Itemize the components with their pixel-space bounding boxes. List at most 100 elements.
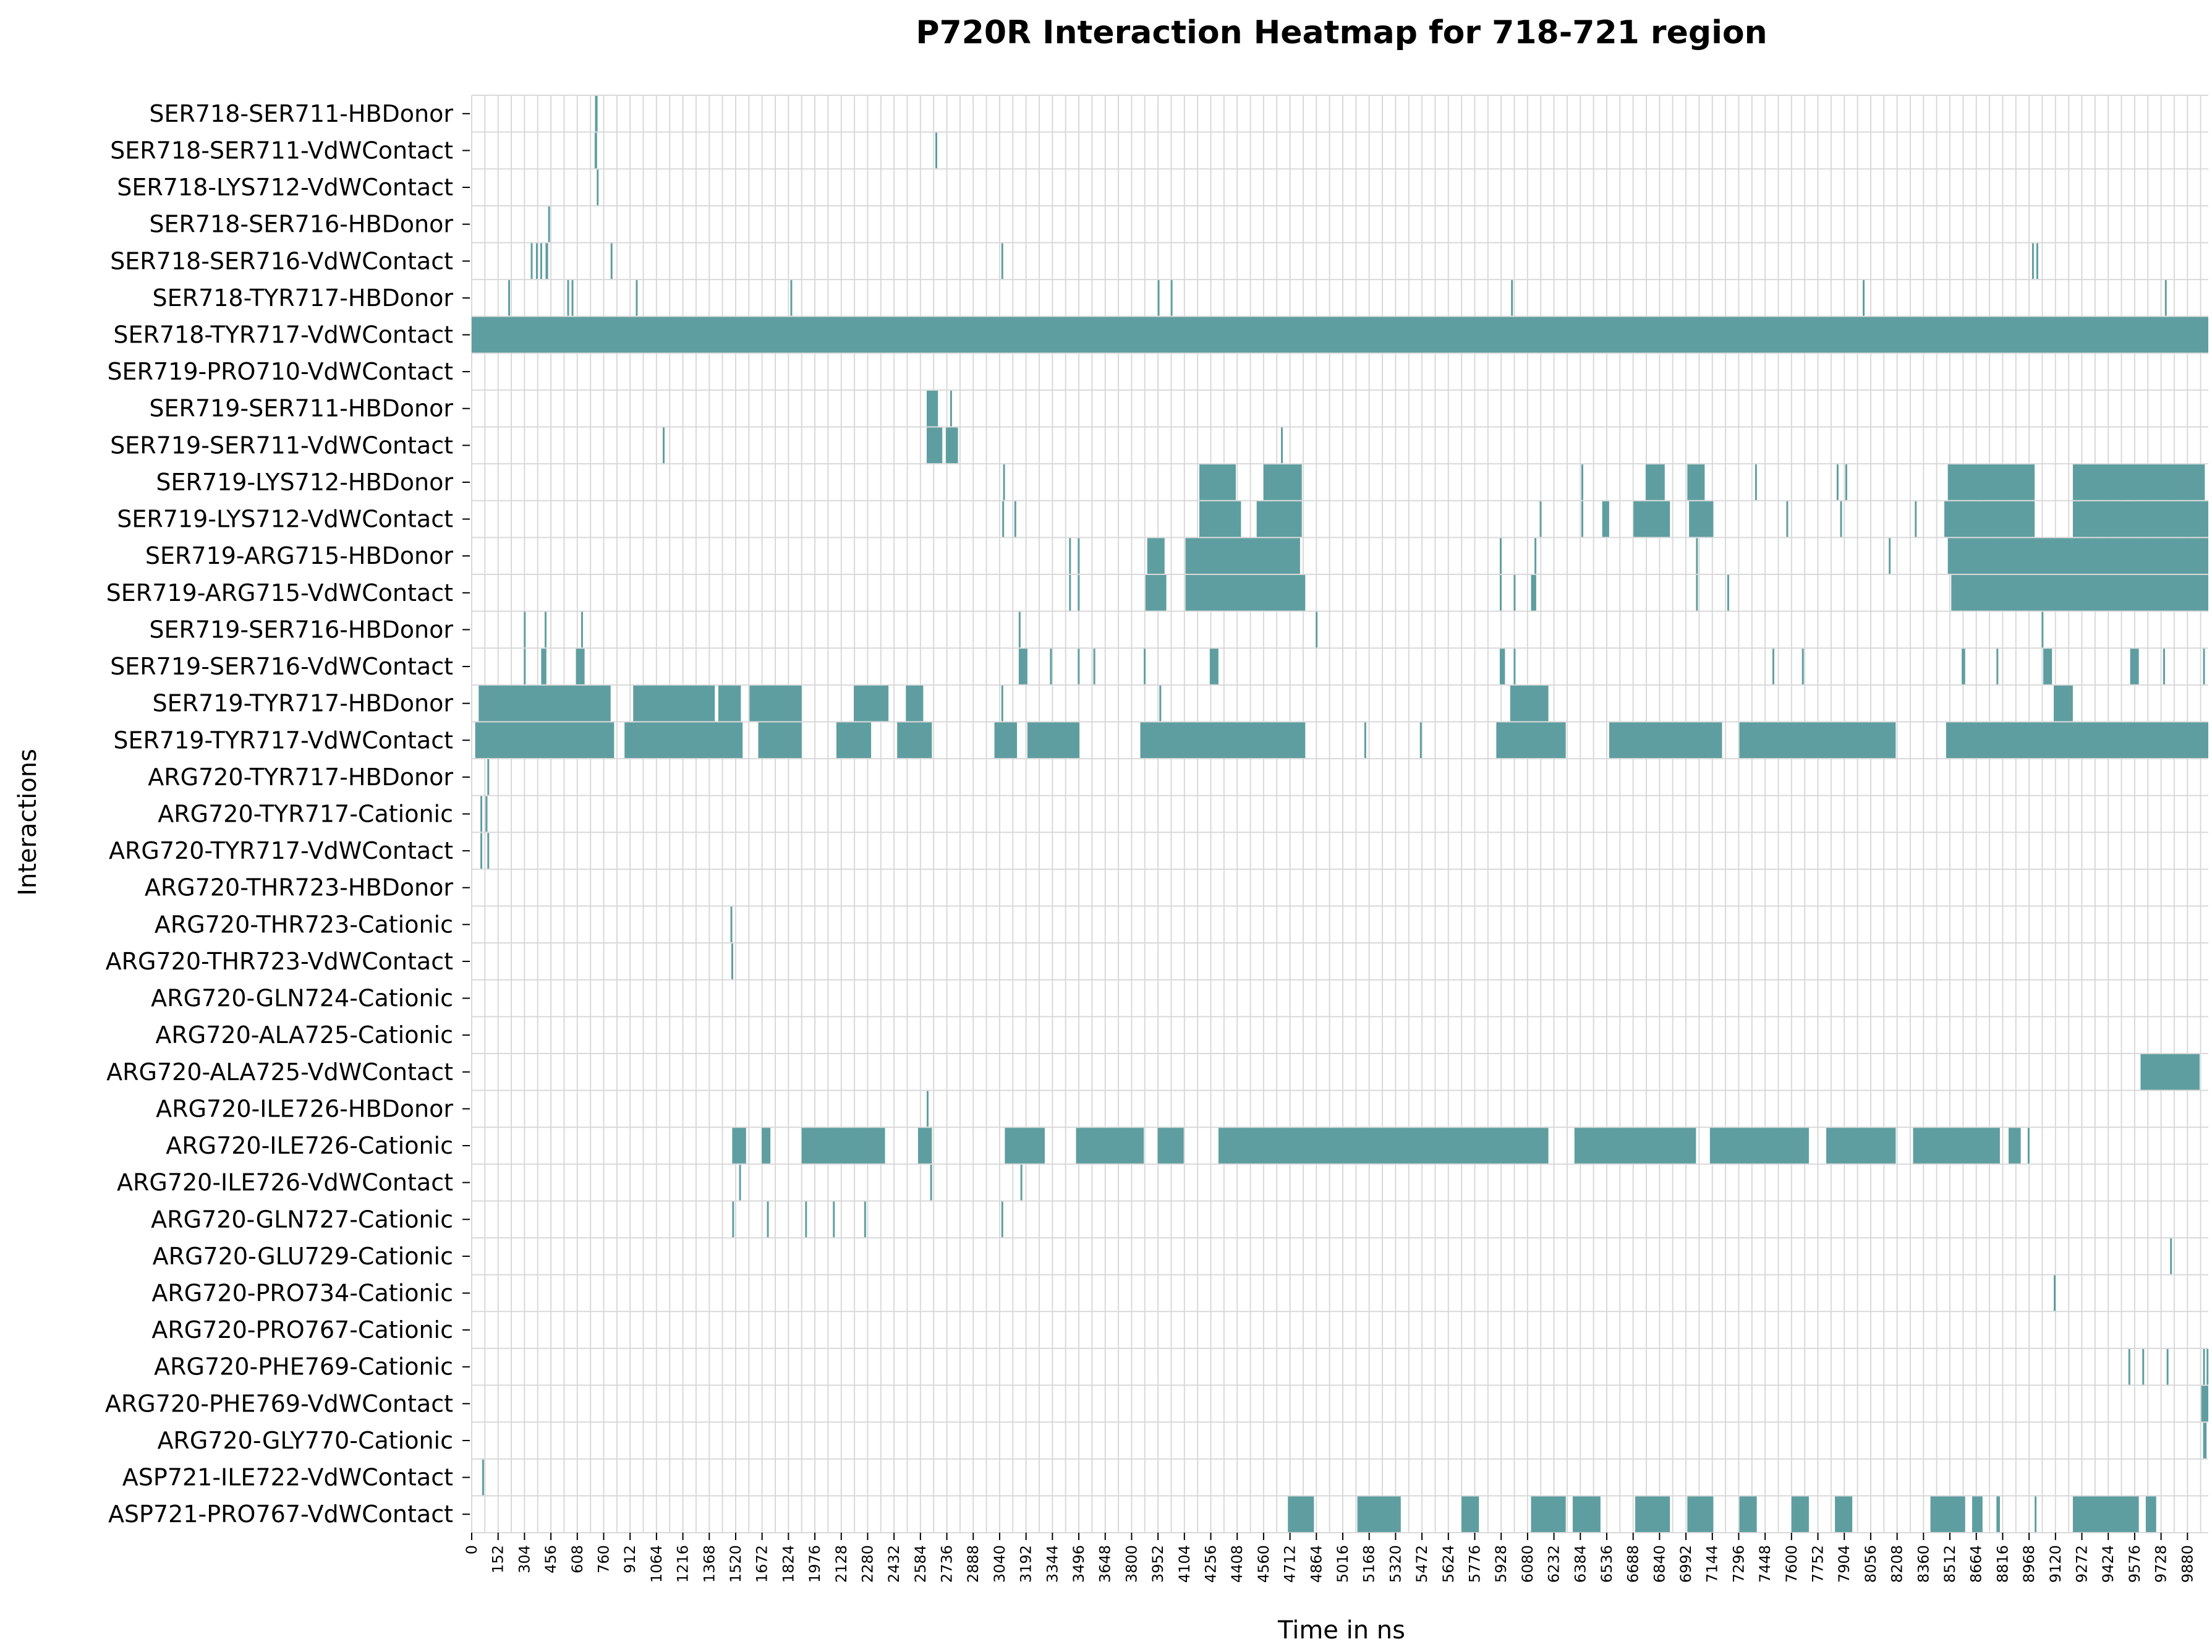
x-tick-label-5: 760 (595, 1545, 612, 1573)
cell-10-3 (1581, 464, 1583, 500)
cell-16-4 (853, 685, 889, 722)
cell-11-0 (1002, 501, 1005, 537)
y-tick-label-3: SER718-SER716-HBDonor (149, 211, 453, 238)
x-tick-label-55: 8360 (1915, 1545, 1932, 1583)
cell-15-8 (1209, 649, 1219, 684)
cell-4-5 (1001, 243, 1003, 279)
cell-37-0 (482, 1459, 484, 1496)
y-tick-label-33: ARG720-PRO767-Cationic (151, 1316, 453, 1343)
y-tick-label-30: ARG720-GLN727-Cationic (151, 1206, 453, 1233)
y-tick-label-9: SER719-SER711-VdWContact (110, 432, 453, 459)
x-tick-label-63: 9576 (2126, 1545, 2143, 1583)
cell-17-11 (1609, 722, 1722, 759)
cell-15-13 (1962, 649, 1965, 684)
x-tick-label-49: 7448 (1756, 1545, 1774, 1583)
cell-8-0 (926, 390, 938, 427)
cell-5-3 (636, 280, 638, 316)
x-tick-label-29: 4408 (1228, 1545, 1246, 1583)
y-tick-labels: SER718-SER711-HBDonor SER718-SER711-VdWCo… (105, 100, 470, 1528)
y-tick-label-28: ARG720-ILE726-Cationic (166, 1132, 453, 1159)
cell-15-10 (1513, 649, 1516, 684)
x-tick-label-40: 6080 (1519, 1545, 1536, 1583)
x-tick-label-14: 2128 (833, 1545, 850, 1583)
cell-38-5 (1635, 1496, 1670, 1532)
x-tick-label-57: 8664 (1968, 1545, 1985, 1583)
cell-10-2 (1263, 464, 1302, 500)
x-tick-label-28: 4256 (1202, 1545, 1220, 1583)
cell-13-1 (1078, 575, 1080, 611)
cell-1-1 (935, 132, 938, 169)
y-tick-label-19: ARG720-TYR717-Cationic (158, 801, 453, 828)
cell-14-5 (2041, 611, 2044, 648)
x-tick-label-50: 7600 (1783, 1545, 1800, 1583)
cell-17-1 (624, 722, 743, 759)
cell-38-11 (1972, 1496, 1983, 1532)
cell-15-15 (2043, 649, 2052, 684)
cell-17-5 (994, 722, 1018, 759)
cell-32-0 (2053, 1275, 2056, 1311)
y-tick-label-21: ARG720-THR723-HBDonor (145, 874, 454, 901)
cell-12-6 (1696, 538, 1698, 574)
cell-34-4 (2206, 1348, 2209, 1385)
y-tick-label-31: ARG720-GLU729-Cationic (153, 1243, 453, 1270)
cell-30-0 (732, 1201, 734, 1238)
cell-17-0 (475, 722, 615, 759)
cell-14-3 (1018, 611, 1021, 648)
cell-28-7 (1218, 1128, 1549, 1164)
y-tick-label-26: ARG720-ALA725-VdWContact (106, 1058, 453, 1086)
cell-28-2 (801, 1128, 885, 1164)
cell-38-8 (1791, 1496, 1809, 1532)
cell-20-0 (480, 833, 483, 869)
cell-15-18 (2203, 649, 2205, 684)
chart-title: P720R Interaction Heatmap for 718-721 re… (916, 14, 1767, 51)
x-tick-label-54: 8208 (1889, 1545, 1906, 1583)
cell-13-6 (1531, 575, 1536, 611)
cell-26-0 (2140, 1054, 2200, 1090)
cell-12-4 (1499, 538, 1502, 574)
cell-28-9 (1709, 1128, 1809, 1164)
cell-28-12 (2008, 1128, 2021, 1164)
x-tick-label-41: 6232 (1546, 1545, 1563, 1583)
x-tick-label-19: 2888 (964, 1545, 982, 1583)
cell-16-3 (749, 685, 802, 722)
cell-12-1 (1078, 538, 1080, 574)
x-tick-label-18: 2736 (938, 1545, 956, 1583)
y-tick-label-4: SER718-SER716-VdWContact (110, 247, 453, 275)
y-tick-label-14: SER719-SER716-HBDonor (149, 616, 453, 643)
cell-3-0 (548, 206, 550, 242)
cell-10-10 (2072, 464, 2205, 500)
cell-15-17 (2163, 649, 2165, 684)
y-tick-label-22: ARG720-THR723-Cationic (155, 911, 453, 938)
x-tick-label-22: 3344 (1044, 1545, 1061, 1583)
y-axis-title: Interactions (14, 749, 42, 896)
cell-17-2 (758, 722, 802, 759)
cell-10-8 (1845, 464, 1847, 500)
cell-15-4 (1050, 649, 1052, 684)
cell-12-2 (1147, 538, 1165, 574)
x-tick-label-27: 4104 (1176, 1545, 1193, 1583)
x-tick-label-4: 608 (569, 1545, 586, 1573)
x-tick-label-26: 3952 (1149, 1545, 1167, 1583)
cell-20-1 (487, 833, 490, 869)
y-tick-label-8: SER719-SER711-HBDonor (149, 395, 453, 422)
cell-16-0 (479, 685, 611, 722)
cell-13-2 (1145, 575, 1167, 611)
x-tick-label-46: 6992 (1677, 1545, 1695, 1583)
cell-11-7 (1633, 501, 1670, 537)
y-tick-label-27: ARG720-ILE726-HBDonor (156, 1095, 453, 1122)
cell-4-2 (540, 243, 542, 279)
y-tick-label-17: SER719-TYR717-VdWContact (113, 726, 453, 754)
cell-10-1 (1199, 464, 1236, 500)
x-tick-label-1: 152 (490, 1545, 507, 1573)
cell-16-7 (1159, 685, 1162, 722)
cell-19-0 (480, 796, 483, 832)
cell-28-6 (1157, 1128, 1184, 1164)
cell-17-13 (1946, 722, 2208, 759)
cell-10-5 (1687, 464, 1705, 500)
cell-38-1 (1357, 1496, 1401, 1532)
x-tick-label-65: 9880 (2179, 1545, 2196, 1583)
y-tick-label-29: ARG720-ILE726-VdWContact (117, 1169, 453, 1196)
cell-28-1 (762, 1128, 771, 1164)
cell-17-4 (897, 722, 932, 759)
